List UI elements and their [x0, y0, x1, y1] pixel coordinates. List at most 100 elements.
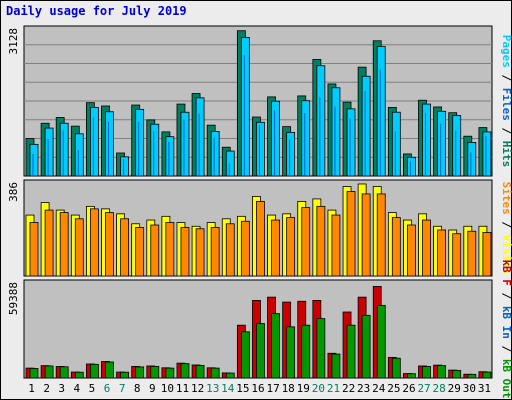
legend-part: Files — [500, 88, 512, 121]
bar-pages — [452, 115, 462, 177]
bar-kb-out — [301, 324, 311, 379]
x-tick-label: 5 — [89, 382, 96, 395]
x-tick-label: 25 — [387, 382, 400, 395]
bar-pages — [225, 150, 235, 177]
bar-kb-out — [210, 367, 220, 379]
bar-pages — [165, 136, 175, 177]
bar-sites — [225, 223, 235, 277]
bar-pages — [29, 143, 39, 177]
legend-part: / — [500, 215, 512, 235]
chart-bars — [25, 30, 492, 379]
bar-pages — [74, 133, 84, 177]
bar-pages — [120, 156, 129, 177]
bar-kb-out — [422, 366, 431, 379]
bar-kb-out — [240, 331, 250, 379]
bar-kb-out — [467, 373, 477, 379]
legend-part: Hits — [500, 141, 512, 168]
legend-part: Pages — [500, 35, 512, 68]
bar-kb-out — [361, 314, 371, 379]
bar-pages — [240, 37, 250, 177]
bar-kb-out — [195, 365, 205, 379]
legend-middle: Sites / Visits — [500, 182, 512, 275]
x-tick-label: 3 — [58, 382, 65, 395]
legend-part: Sites — [500, 182, 512, 215]
bar-pages — [286, 131, 296, 177]
bar-sites — [437, 229, 447, 277]
bar-sites — [316, 205, 326, 277]
bar-pages — [422, 103, 431, 177]
bar-kb-out — [256, 323, 265, 379]
y-max-label: 386 — [7, 182, 20, 202]
bar-pages — [195, 97, 205, 177]
bar-sites — [376, 193, 386, 277]
x-tick-label: 21 — [327, 382, 340, 395]
x-tick-label: 12 — [191, 382, 204, 395]
x-tick-label: 8 — [134, 382, 141, 395]
bar-kb-out — [331, 353, 341, 379]
x-tick-label: 23 — [357, 382, 370, 395]
x-tick-label: 11 — [176, 382, 189, 395]
bar-pages — [482, 131, 492, 177]
x-tick-label: 22 — [342, 382, 355, 395]
x-tick-label: 30 — [463, 382, 476, 395]
bar-kb-out — [407, 373, 416, 379]
bar-sites — [180, 227, 190, 277]
x-tick-label: 28 — [433, 382, 446, 395]
bar-sites — [467, 230, 477, 277]
bar-pages — [271, 100, 280, 177]
bar-kb-out — [150, 366, 160, 379]
bar-kb-out — [59, 366, 69, 379]
bar-sites — [165, 222, 175, 277]
x-tick-label: 17 — [266, 382, 279, 395]
x-tick-label: 13 — [206, 382, 219, 395]
bar-sites — [391, 217, 401, 277]
bar-sites — [361, 193, 371, 277]
bar-sites — [286, 217, 296, 277]
y-axis-labels: 3128 386 59388 — [7, 28, 20, 315]
bar-sites — [422, 219, 431, 277]
bar-kb-out — [376, 304, 386, 379]
bar-sites — [105, 212, 114, 277]
bar-kb-out — [29, 368, 39, 379]
bar-pages — [89, 107, 99, 177]
bar-sites — [482, 232, 492, 277]
bar-pages — [210, 131, 220, 177]
bar-kb-out — [165, 367, 175, 379]
bar-kb-out — [452, 370, 462, 379]
legend-part: Visits — [500, 235, 512, 275]
bar-kb-out — [180, 363, 190, 379]
legend-part: / — [500, 339, 512, 359]
bar-kb-out — [105, 361, 114, 379]
x-tick-label: 26 — [402, 382, 415, 395]
x-tick-label: 10 — [161, 382, 174, 395]
bar-pages — [44, 127, 54, 177]
bar-pages — [150, 123, 160, 177]
bar-sites — [271, 219, 280, 277]
x-tick-label: 31 — [478, 382, 491, 395]
x-tick-label: 6 — [104, 382, 111, 395]
bar-pages — [180, 111, 190, 177]
bar-sites — [59, 212, 69, 277]
bar-pages — [437, 110, 447, 177]
y-max-label: 3128 — [7, 28, 20, 55]
bar-sites — [301, 207, 311, 277]
bar-kb-out — [74, 371, 84, 379]
bar-sites — [452, 233, 462, 277]
x-tick-label: 20 — [312, 382, 325, 395]
bar-pages — [407, 156, 416, 177]
x-axis-labels: 1 2 3 4 5 6 7 8 9 10 11 12 13 14 15 16 17 18 19 20 21 22 23 24 2… — [28, 382, 491, 395]
bar-pages — [376, 46, 386, 177]
bar-kb-out — [135, 366, 145, 379]
x-tick-label: 16 — [251, 382, 264, 395]
legend-part: kB F — [500, 259, 512, 286]
x-tick-label: 9 — [149, 382, 156, 395]
bar-sites — [89, 208, 99, 277]
bar-pages — [301, 100, 311, 177]
bar-sites — [29, 222, 39, 277]
bar-sites — [150, 224, 160, 277]
bar-kb-out — [225, 372, 235, 379]
bar-pages — [316, 65, 326, 177]
bar-pages — [391, 111, 401, 177]
